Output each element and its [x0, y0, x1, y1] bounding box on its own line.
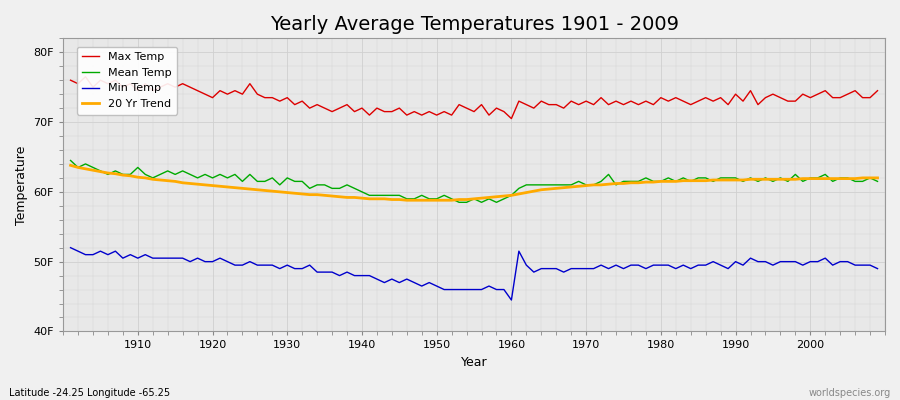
- 20 Yr Trend: [65, 163, 76, 168]
- Min Temp: [872, 266, 883, 271]
- 20 Yr Trend: [401, 198, 412, 203]
- Max Temp: [80, 74, 91, 79]
- Max Temp: [132, 88, 143, 93]
- Mean Temp: [872, 179, 883, 184]
- Max Temp: [342, 102, 353, 107]
- Min Temp: [125, 252, 136, 257]
- Mean Temp: [334, 186, 345, 191]
- 20 Yr Trend: [872, 176, 883, 180]
- Min Temp: [289, 266, 300, 271]
- Min Temp: [514, 249, 525, 254]
- Mean Temp: [289, 179, 300, 184]
- X-axis label: Year: Year: [461, 356, 488, 369]
- Text: worldspecies.org: worldspecies.org: [809, 388, 891, 398]
- Mean Temp: [603, 172, 614, 177]
- Max Temp: [610, 99, 621, 104]
- Line: Mean Temp: Mean Temp: [70, 160, 878, 202]
- 20 Yr Trend: [125, 174, 136, 178]
- Min Temp: [65, 245, 76, 250]
- Title: Yearly Average Temperatures 1901 - 2009: Yearly Average Temperatures 1901 - 2009: [269, 15, 679, 34]
- Mean Temp: [506, 193, 517, 198]
- Max Temp: [297, 99, 308, 104]
- Mean Temp: [65, 158, 76, 163]
- Min Temp: [506, 298, 517, 302]
- Max Temp: [65, 78, 76, 83]
- Min Temp: [499, 287, 509, 292]
- 20 Yr Trend: [603, 182, 614, 186]
- Max Temp: [514, 99, 525, 104]
- Text: Latitude -24.25 Longitude -65.25: Latitude -24.25 Longitude -65.25: [9, 388, 170, 398]
- Max Temp: [872, 88, 883, 93]
- Line: Max Temp: Max Temp: [70, 77, 878, 118]
- Max Temp: [506, 116, 517, 121]
- Mean Temp: [514, 186, 525, 191]
- 20 Yr Trend: [514, 192, 525, 196]
- Min Temp: [334, 273, 345, 278]
- Legend: Max Temp, Mean Temp, Min Temp, 20 Yr Trend: Max Temp, Mean Temp, Min Temp, 20 Yr Tre…: [76, 47, 177, 114]
- Line: 20 Yr Trend: 20 Yr Trend: [70, 165, 878, 200]
- Y-axis label: Temperature: Temperature: [15, 145, 28, 224]
- 20 Yr Trend: [289, 191, 300, 196]
- Line: Min Temp: Min Temp: [70, 248, 878, 300]
- Max Temp: [521, 102, 532, 107]
- Min Temp: [603, 266, 614, 271]
- 20 Yr Trend: [334, 194, 345, 199]
- Mean Temp: [125, 172, 136, 177]
- Mean Temp: [454, 200, 464, 205]
- 20 Yr Trend: [506, 193, 517, 198]
